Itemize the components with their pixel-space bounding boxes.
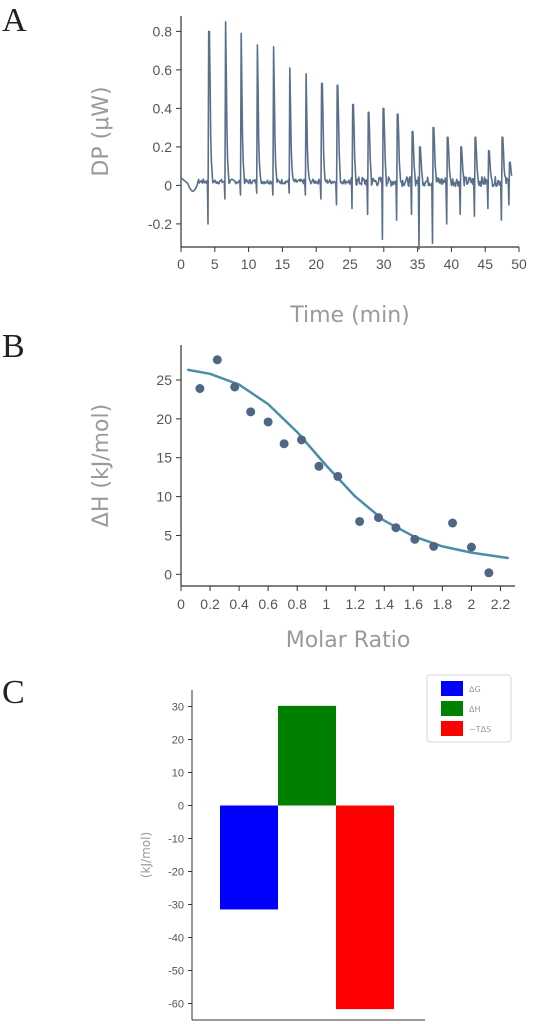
- y-tick-label: -0.2: [148, 216, 172, 232]
- x-tick-label: 30: [376, 256, 392, 272]
- bar-2: [336, 805, 394, 1010]
- x-tick-label: 1.4: [375, 596, 395, 612]
- y-tick-label: -60: [168, 999, 184, 1011]
- legend-label: ΔG: [469, 685, 481, 694]
- data-point: [448, 518, 458, 528]
- isotherm-chart: [176, 345, 515, 591]
- x-tick-label: 0.2: [200, 596, 220, 612]
- x-tick-label: 2: [468, 596, 476, 612]
- x-tick-label: 1.2: [346, 596, 366, 612]
- panel-label-a: A: [2, 2, 27, 39]
- data-point: [355, 516, 365, 526]
- y-tick-label: 0.6: [153, 62, 173, 78]
- y-tick-label: 20: [156, 411, 172, 427]
- x-tick-label: 45: [477, 256, 493, 272]
- legend-swatch: [441, 681, 463, 696]
- x-tick-label: 0.8: [287, 596, 307, 612]
- y-tick-label: 0: [164, 566, 172, 582]
- y-tick-label: 0.4: [153, 100, 173, 116]
- x-axis-label: Molar Ratio: [286, 628, 411, 653]
- x-tick-label: 0: [177, 596, 185, 612]
- x-tick-label: 35: [410, 256, 426, 272]
- data-point: [212, 355, 222, 365]
- x-tick-label: 15: [275, 256, 291, 272]
- y-tick-label: 20: [172, 735, 184, 747]
- y-tick-label: -10: [168, 834, 184, 846]
- data-point: [314, 461, 324, 471]
- data-point: [279, 439, 289, 449]
- data-point: [391, 523, 401, 533]
- x-tick-label: 25: [342, 256, 358, 272]
- y-tick-label: -50: [168, 966, 184, 978]
- x-tick-label: 40: [444, 256, 460, 272]
- y-axis-label: (kJ/mol): [139, 832, 153, 878]
- panel-label-c: C: [2, 674, 25, 711]
- data-point: [246, 407, 256, 417]
- y-tick-label: 10: [156, 489, 172, 505]
- legend-label: −TΔS: [469, 725, 491, 734]
- x-tick-label: 20: [308, 256, 324, 272]
- data-point: [373, 513, 383, 523]
- thermogram-chart: [176, 16, 520, 252]
- data-point: [195, 384, 205, 394]
- y-tick-label: 0.8: [153, 23, 173, 39]
- x-tick-label: 1.6: [404, 596, 424, 612]
- data-point: [333, 471, 343, 481]
- data-point: [297, 435, 307, 445]
- y-tick-label: -20: [168, 867, 184, 879]
- y-tick-label: 10: [172, 768, 184, 780]
- y-tick-label: 5: [164, 527, 172, 543]
- y-tick-label: 0: [178, 801, 184, 813]
- x-tick-label: 5: [211, 256, 219, 272]
- fit-curve: [187, 368, 509, 560]
- data-point: [484, 568, 494, 578]
- bar-0: [220, 805, 278, 910]
- y-tick-label: -40: [168, 933, 184, 945]
- y-tick-label: 0: [164, 177, 172, 193]
- legend-swatch: [441, 721, 463, 736]
- y-tick-label: 15: [156, 450, 172, 466]
- data-point: [466, 542, 476, 552]
- y-axis-label: ΔH (kJ/mol): [89, 404, 114, 527]
- y-tick-label: 30: [172, 702, 184, 714]
- y-tick-label: -30: [168, 900, 184, 912]
- y-tick-label: 0.2: [153, 139, 173, 155]
- panel-label-b: B: [2, 328, 25, 365]
- data-point: [429, 541, 439, 551]
- x-tick-label: 0: [177, 256, 185, 272]
- data-point: [230, 382, 240, 392]
- x-tick-label: 0.6: [258, 596, 278, 612]
- data-point: [263, 417, 273, 427]
- thermo-bar-chart: [188, 674, 512, 1021]
- data-point: [410, 534, 420, 544]
- y-axis-label: DP (μW): [89, 86, 114, 176]
- x-tick-label: 1: [322, 596, 330, 612]
- x-tick-label: 10: [241, 256, 257, 272]
- x-tick-label: 1.8: [433, 596, 453, 612]
- bar-1: [278, 705, 336, 806]
- x-tick-label: 50: [511, 256, 527, 272]
- dp-trace-line: [180, 21, 513, 250]
- x-tick-label: 2.2: [491, 596, 511, 612]
- y-tick-label: 25: [156, 372, 172, 388]
- x-axis-label: Time (min): [289, 303, 410, 328]
- x-tick-label: 0.4: [229, 596, 249, 612]
- legend-label: ΔH: [469, 705, 481, 714]
- legend-swatch: [441, 701, 463, 716]
